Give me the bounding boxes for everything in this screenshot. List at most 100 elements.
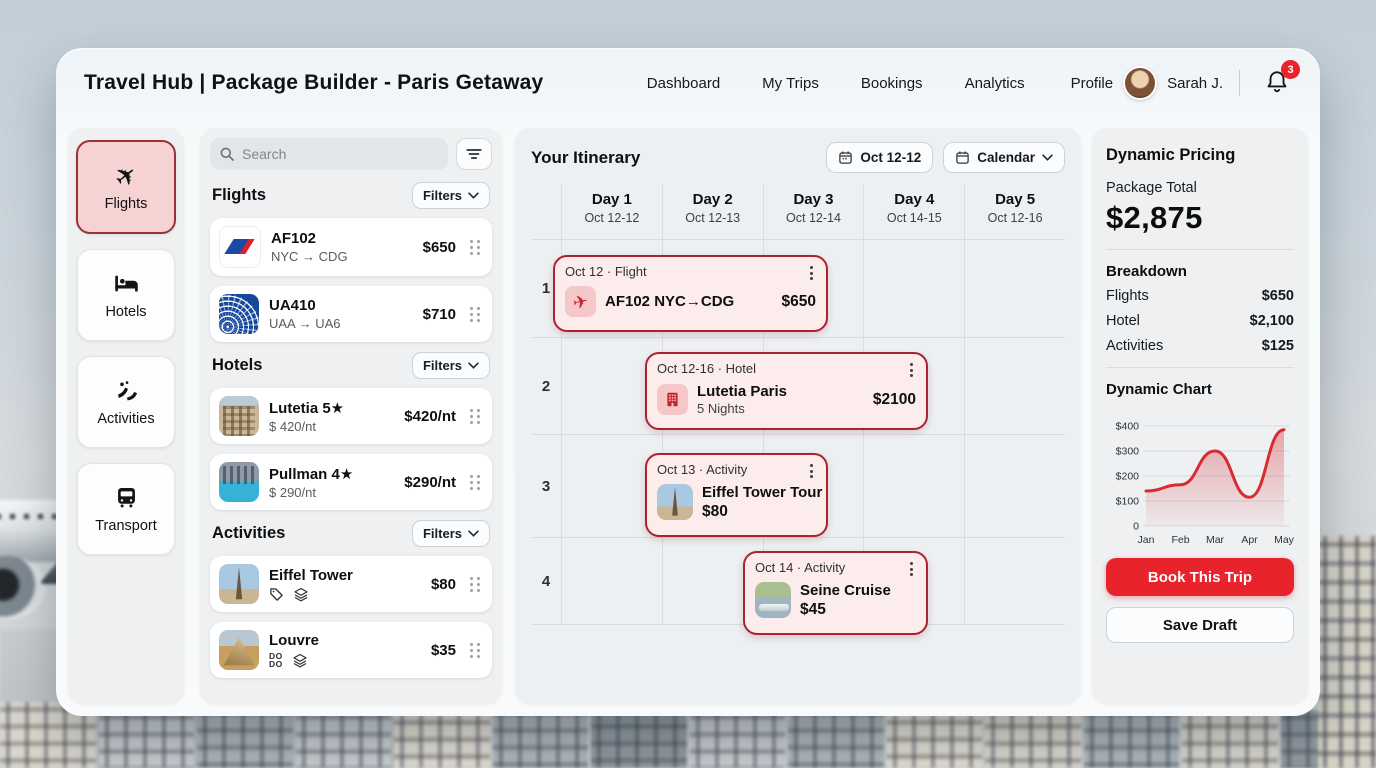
tag-icon <box>270 587 283 601</box>
nav-item-my-trips[interactable]: My Trips <box>762 74 819 92</box>
grid-cell[interactable] <box>561 538 662 625</box>
flight-result-ua410[interactable]: UA410 UAA → UA6 $710 <box>210 286 492 342</box>
grid-cell[interactable] <box>964 435 1065 538</box>
rail-item-transport[interactable]: Transport <box>77 463 175 555</box>
hotel-name: Pullman 4★ <box>269 465 354 483</box>
flights-filters-button[interactable]: Filters <box>411 182 490 209</box>
activity-result-eiffel[interactable]: Eiffel Tower $80 <box>210 556 492 612</box>
chevron-down-icon <box>468 362 479 369</box>
package-total-value: $2,875 <box>1106 200 1203 235</box>
svg-text:Jan: Jan <box>1138 534 1155 546</box>
hotel-name: Lutetia 5★ <box>269 399 345 417</box>
nav-item-bookings[interactable]: Bookings <box>860 74 923 92</box>
grid-cell[interactable] <box>964 338 1065 435</box>
activity-name: Louvre <box>269 632 320 649</box>
drag-handle[interactable] <box>468 473 483 492</box>
filters-label: Filters <box>422 188 462 203</box>
day-header-4: Day 4 Oct 14-15 <box>863 184 965 240</box>
rail-item-flights[interactable]: ✈ Flights <box>76 140 176 234</box>
itinerary-title: Your Itinerary <box>531 147 641 167</box>
pricing-panel: Dynamic Pricing Package Total $2,875 Bre… <box>1092 128 1308 704</box>
itinerary-event-seine-cruise[interactable]: Oct 14 · Activity Seine Cruise $45 <box>743 551 928 635</box>
rail-label: Flights <box>104 195 148 212</box>
rail-item-hotels[interactable]: Hotels <box>77 249 175 341</box>
activity-name: Eiffel Tower <box>269 566 353 584</box>
activity-thumb-louvre <box>219 630 259 670</box>
event-subtitle: 5 Nights <box>697 401 745 416</box>
event-price: $80 <box>702 503 728 520</box>
grid-cell[interactable] <box>964 240 1065 338</box>
activity-result-louvre[interactable]: Louvre DO DO $35 <box>210 622 492 678</box>
search-input[interactable] <box>210 138 448 170</box>
activity-price: $80 <box>430 575 456 593</box>
book-trip-button[interactable]: Book This Trip <box>1106 558 1294 596</box>
grid-cell[interactable] <box>561 435 662 538</box>
nav-item-dashboard[interactable]: Dashboard <box>646 74 721 92</box>
filters-label: Filters <box>422 358 462 373</box>
rail-label: Activities <box>97 411 155 427</box>
notification-badge: 3 <box>1281 60 1300 79</box>
date-range-button[interactable]: Oct 12-12 <box>826 142 934 173</box>
itinerary-event-hotel[interactable]: Oct 12-16 · Hotel <box>645 352 928 430</box>
rail-item-activities[interactable]: Activities <box>77 356 175 448</box>
itinerary-event-flight[interactable]: Oct 12 · Flight ✈ AF102 NYC→CDG $650 <box>553 255 828 332</box>
grid-cell[interactable] <box>863 240 965 338</box>
svg-text:Mar: Mar <box>1206 534 1225 546</box>
nav-item-analytics[interactable]: Analytics <box>964 74 1025 92</box>
background-building-right <box>1318 536 1376 768</box>
event-title: Seine Cruise <box>800 582 891 599</box>
event-header: Oct 14 · Activity <box>755 560 846 575</box>
package-total-label: Package Total <box>1106 180 1197 196</box>
app-window: Travel Hub | Package Builder - Paris Get… <box>56 48 1320 716</box>
svg-text:0: 0 <box>1133 521 1139 533</box>
itinerary-event-eiffel-tour[interactable]: Oct 13 · Activity Eiffel Tower Tour $80 <box>645 453 828 537</box>
hotel-thumb-pullman <box>219 462 259 502</box>
breakdown-row-hotel: Hotel $2,100 <box>1106 313 1294 329</box>
hotel-result-pullman[interactable]: Pullman 4★ $ 290/nt $290/nt <box>210 454 492 510</box>
filter-lines-icon <box>466 149 482 159</box>
flight-event-icon: ✈ <box>565 286 596 317</box>
hotel-price: $420/nt <box>404 407 456 425</box>
activities-icon <box>117 381 137 401</box>
grid-cell[interactable] <box>863 435 965 538</box>
drag-handle[interactable] <box>468 575 483 594</box>
flight-result-af102[interactable]: AF102 NYC → CDG $650 <box>210 218 492 276</box>
drag-handle[interactable] <box>468 407 483 426</box>
rail-label: Hotels <box>105 304 147 320</box>
filter-button[interactable] <box>456 138 492 170</box>
flight-code: AF102 <box>271 230 317 247</box>
divider <box>1106 367 1294 368</box>
pricing-title: Dynamic Pricing <box>1106 146 1236 164</box>
nav-divider <box>1239 70 1240 96</box>
avatar[interactable] <box>1123 66 1158 100</box>
kebab-menu-icon[interactable] <box>907 361 916 379</box>
drag-handle[interactable] <box>468 305 483 324</box>
calendar-grid: Day 1 Oct 12-12 Day 2 Oct 12-13 Day 3 Oct 1… <box>531 184 1065 684</box>
chart-title: Dynamic Chart <box>1106 381 1212 398</box>
category-rail: ✈ Flights Hotels Activities <box>68 128 184 704</box>
layers-icon <box>293 653 307 667</box>
flight-price: $650 <box>422 238 456 256</box>
drag-handle[interactable] <box>468 238 483 257</box>
grid-cell[interactable] <box>661 538 763 625</box>
kebab-menu-icon[interactable] <box>807 462 816 480</box>
kebab-menu-icon[interactable] <box>907 560 916 578</box>
hotel-thumb-lutetia <box>219 396 259 436</box>
page-title: Travel Hub | Package Builder - Paris Get… <box>84 71 544 94</box>
nav-item-profile[interactable]: Profile <box>1070 74 1114 92</box>
kebab-menu-icon[interactable] <box>807 264 816 282</box>
save-draft-button[interactable]: Save Draft <box>1106 607 1294 643</box>
notifications-button[interactable]: 3 <box>1264 60 1300 98</box>
drag-handle[interactable] <box>468 641 483 660</box>
hotels-filters-button[interactable]: Filters <box>411 352 490 379</box>
bus-icon <box>117 487 135 508</box>
activities-filters-button[interactable]: Filters <box>411 520 490 547</box>
chevron-down-icon <box>468 530 479 537</box>
grid-cell[interactable] <box>964 538 1065 625</box>
grid-cell[interactable] <box>561 338 662 435</box>
search-icon <box>220 147 234 161</box>
calendar-view-button[interactable]: Calendar <box>943 142 1065 173</box>
filters-label: Filters <box>422 526 462 541</box>
section-title-flights: Flights <box>212 186 267 204</box>
hotel-result-lutetia[interactable]: Lutetia 5★ $ 420/nt $420/nt <box>210 388 492 444</box>
